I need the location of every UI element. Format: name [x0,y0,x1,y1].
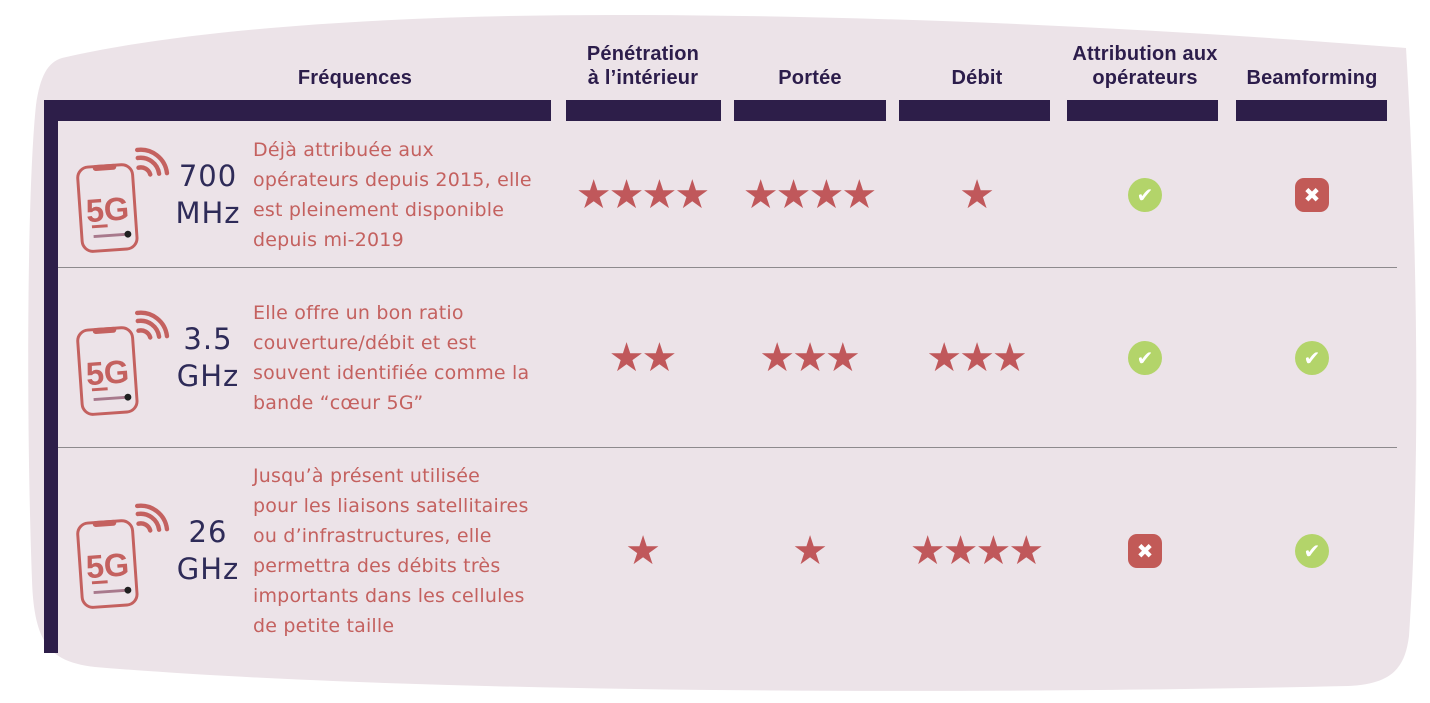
beamforming-status: ✔ [1212,268,1412,447]
star-rating: ★★★★ [742,171,877,218]
penetration-rating: ★★★★ [543,122,743,267]
description-text: Jusqu’à présent utilisée pour les liaiso… [253,464,529,637]
star-rating: ★★ [608,334,678,381]
table-row: 5G 26 GHz Jusqu’à présent utilisée pour … [0,448,1430,653]
header-bar-attribution [1067,100,1218,121]
description-text: Déjà attribuée aux opérateurs depuis 201… [253,138,532,251]
frequency-description: Jusqu’à présent utilisée pour les liaiso… [253,448,555,653]
table-left-border-bar [44,100,58,653]
row-separator [58,267,1397,268]
attribution-status: ✔ [1045,268,1245,447]
header-bar-debit [899,100,1050,121]
debit-rating: ★ [877,122,1077,267]
star-rating: ★★★ [759,334,861,381]
frequency-value: 26 [188,514,228,549]
beamforming-status: ✔ [1212,448,1412,653]
attribution-status: ✖ [1045,448,1245,653]
phone-5g-icon: 5G [58,268,173,447]
frequency-unit: MHz [175,195,241,230]
star-rating: ★ [959,171,995,218]
penetration-rating: ★ [543,448,743,653]
frequency-value: 3.5 [183,321,233,356]
frequency-label: 26 GHz [156,448,260,653]
frequency-value: 700 [178,158,238,193]
status-icon: ✔ [1295,340,1329,375]
status-icon: ✔ [1128,177,1162,212]
frequency-description: Déjà attribuée aux opérateurs depuis 201… [253,122,555,267]
phone-icon-label: 5G [84,190,130,229]
status-icon: ✖ [1295,177,1329,212]
column-header-beamforming: Beamforming [1246,67,1378,89]
wifi-waves-icon [134,503,169,533]
description-text: Elle offre un bon ratio couverture/débit… [253,301,530,414]
frequency-description: Elle offre un bon ratio couverture/débit… [253,268,555,447]
phone-5g-icon: 5G [58,448,173,653]
star-rating: ★★★★ [909,527,1044,574]
column-header-debit: Débit [951,67,1003,89]
header-bar-beamforming [1236,100,1387,121]
debit-rating: ★★★★ [877,448,1077,653]
phone-5g-icon: 5G [58,122,173,267]
table-row: 5G 3.5 GHz Elle offre un bon ratio couve… [0,268,1430,447]
portee-rating: ★ [710,448,910,653]
column-header-portee: Portée [778,67,842,89]
header-bar-penetration [566,100,721,121]
frequency-label: 700 MHz [156,122,260,267]
column-header-penetration: Pénétration à l’intérieur [586,43,700,89]
star-rating: ★★★★ [575,171,710,218]
column-header-attribution: Attribution aux opérateurs [1072,43,1218,89]
table-row: 5G 700 MHz Déjà attribuée aux opérateurs… [0,122,1430,267]
star-rating: ★★★ [926,334,1028,381]
status-icon: ✔ [1128,340,1162,375]
wifi-waves-icon [134,147,169,177]
column-header-frequences: Fréquences [297,67,413,89]
frequency-unit: GHz [176,551,240,586]
row-separator [58,447,1397,448]
status-icon: ✖ [1128,533,1162,568]
beamforming-status: ✖ [1212,122,1412,267]
penetration-rating: ★★ [543,268,743,447]
frequency-label: 3.5 GHz [156,268,260,447]
debit-rating: ★★★ [877,268,1077,447]
phone-icon-label: 5G [84,353,130,392]
frequency-unit: GHz [176,358,240,393]
star-rating: ★ [792,527,828,574]
star-rating: ★ [625,527,661,574]
phone-icon-label: 5G [84,546,130,585]
portee-rating: ★★★ [710,268,910,447]
status-icon: ✔ [1295,533,1329,568]
portee-rating: ★★★★ [710,122,910,267]
attribution-status: ✔ [1045,122,1245,267]
wifi-waves-icon [134,310,169,340]
header-bar-frequences [44,100,551,121]
header-bar-portee [734,100,886,121]
